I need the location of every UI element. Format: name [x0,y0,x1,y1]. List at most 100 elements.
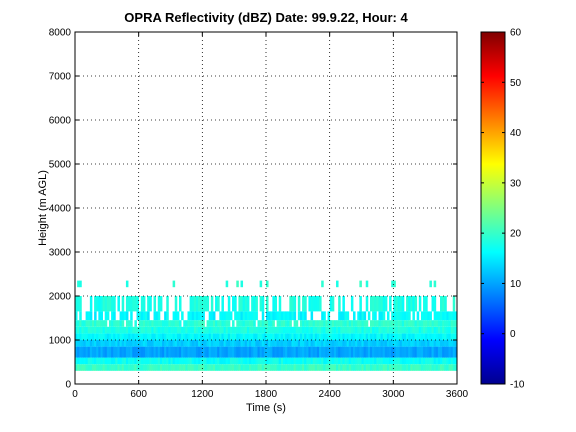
echo-cell [191,340,195,347]
echo-cell [227,311,231,321]
echo-cell [410,333,413,340]
echo-cell [261,357,265,365]
echo-cell [191,364,195,371]
echo-cell [212,333,216,340]
echo-cell [215,326,218,334]
echo-cell [363,346,367,358]
echo-cell [442,311,445,321]
echo-cell [178,326,182,334]
echo-cell [244,357,248,365]
echo-cell [212,320,216,327]
echo-cell [87,326,91,334]
echo-cell [79,346,82,358]
echo-cell [452,311,456,321]
echo-cell [412,364,415,371]
echo-cell [423,346,426,358]
echo-cell [340,340,343,347]
echo-cell [327,364,331,371]
echo-cell [423,326,426,334]
echo-cell [253,333,256,340]
echo-cell [331,357,335,365]
echo-cell [106,311,110,321]
echo-cell [448,311,452,321]
echo-cell [234,326,237,334]
echo-cell [336,333,339,340]
echo-cell [104,311,108,321]
echo-cell [293,311,297,321]
echo-cell [346,346,350,358]
echo-cell [384,320,388,327]
echo-cell [189,296,193,312]
echo-cell [376,296,379,312]
echo-cell [77,364,80,371]
echo-cell [293,333,297,340]
echo-cell [331,326,335,334]
echo-cell [185,364,188,371]
echo-cell [75,296,78,312]
echo-cell [98,326,101,334]
echo-cell [215,357,218,365]
echo-cell [210,364,214,371]
echo-cell [346,320,350,327]
echo-cell [342,357,345,365]
echo-cell [344,320,348,327]
x-tick-label: 600 [130,389,147,400]
echo-cell [91,326,95,334]
echo-cell [119,326,123,334]
echo-cell [140,346,144,358]
echo-cell [229,326,233,334]
echo-cell [295,364,299,371]
echo-cell [357,357,360,365]
echo-cell [452,296,456,312]
echo-cell [440,340,443,347]
echo-cell [391,311,394,321]
echo-cell [410,326,413,334]
grid-lines [75,32,457,384]
echo-cell [240,340,244,347]
echo-cell [282,364,286,371]
echo-cell [378,340,381,347]
echo-cell [338,311,341,321]
echo-cell [138,333,142,340]
echo-cell [204,296,207,312]
echo-cell [399,326,403,334]
echo-cell [348,326,352,334]
echo-cell [289,333,292,340]
echo-cell [304,320,307,327]
echo-cell [350,326,354,334]
echo-cell [94,326,97,334]
echo-cell [253,364,256,371]
echo-cell [149,296,152,312]
echo-cell [210,346,214,358]
echo-cell [249,326,252,334]
echo-cell [96,357,99,365]
echo-cell [272,346,275,358]
echo-cell [323,346,326,358]
echo-cell [369,357,373,365]
echo-cell [89,320,93,327]
echo-cell [386,311,390,321]
echo-cell [94,320,97,327]
echo-cell [89,364,93,371]
echo-cell [316,340,320,347]
echo-cell [319,346,322,358]
echo-cell [344,340,348,347]
echo-cell [444,333,447,340]
echo-cell [353,333,356,340]
echo-cell [244,346,248,358]
echo-cell [108,364,112,371]
echo-cell [98,364,101,371]
echo-cell [153,364,157,371]
echo-cell [406,320,409,327]
echo-cell [297,326,301,334]
echo-cell [138,357,142,365]
echo-cell [104,333,108,340]
echo-cell [454,311,457,321]
echo-cell [325,320,328,327]
echo-cell [115,357,118,365]
echo-cell [314,296,318,312]
echo-cell [302,346,305,358]
echo-cell [125,320,129,327]
echo-cell [223,340,227,347]
echo-cell [244,311,248,321]
